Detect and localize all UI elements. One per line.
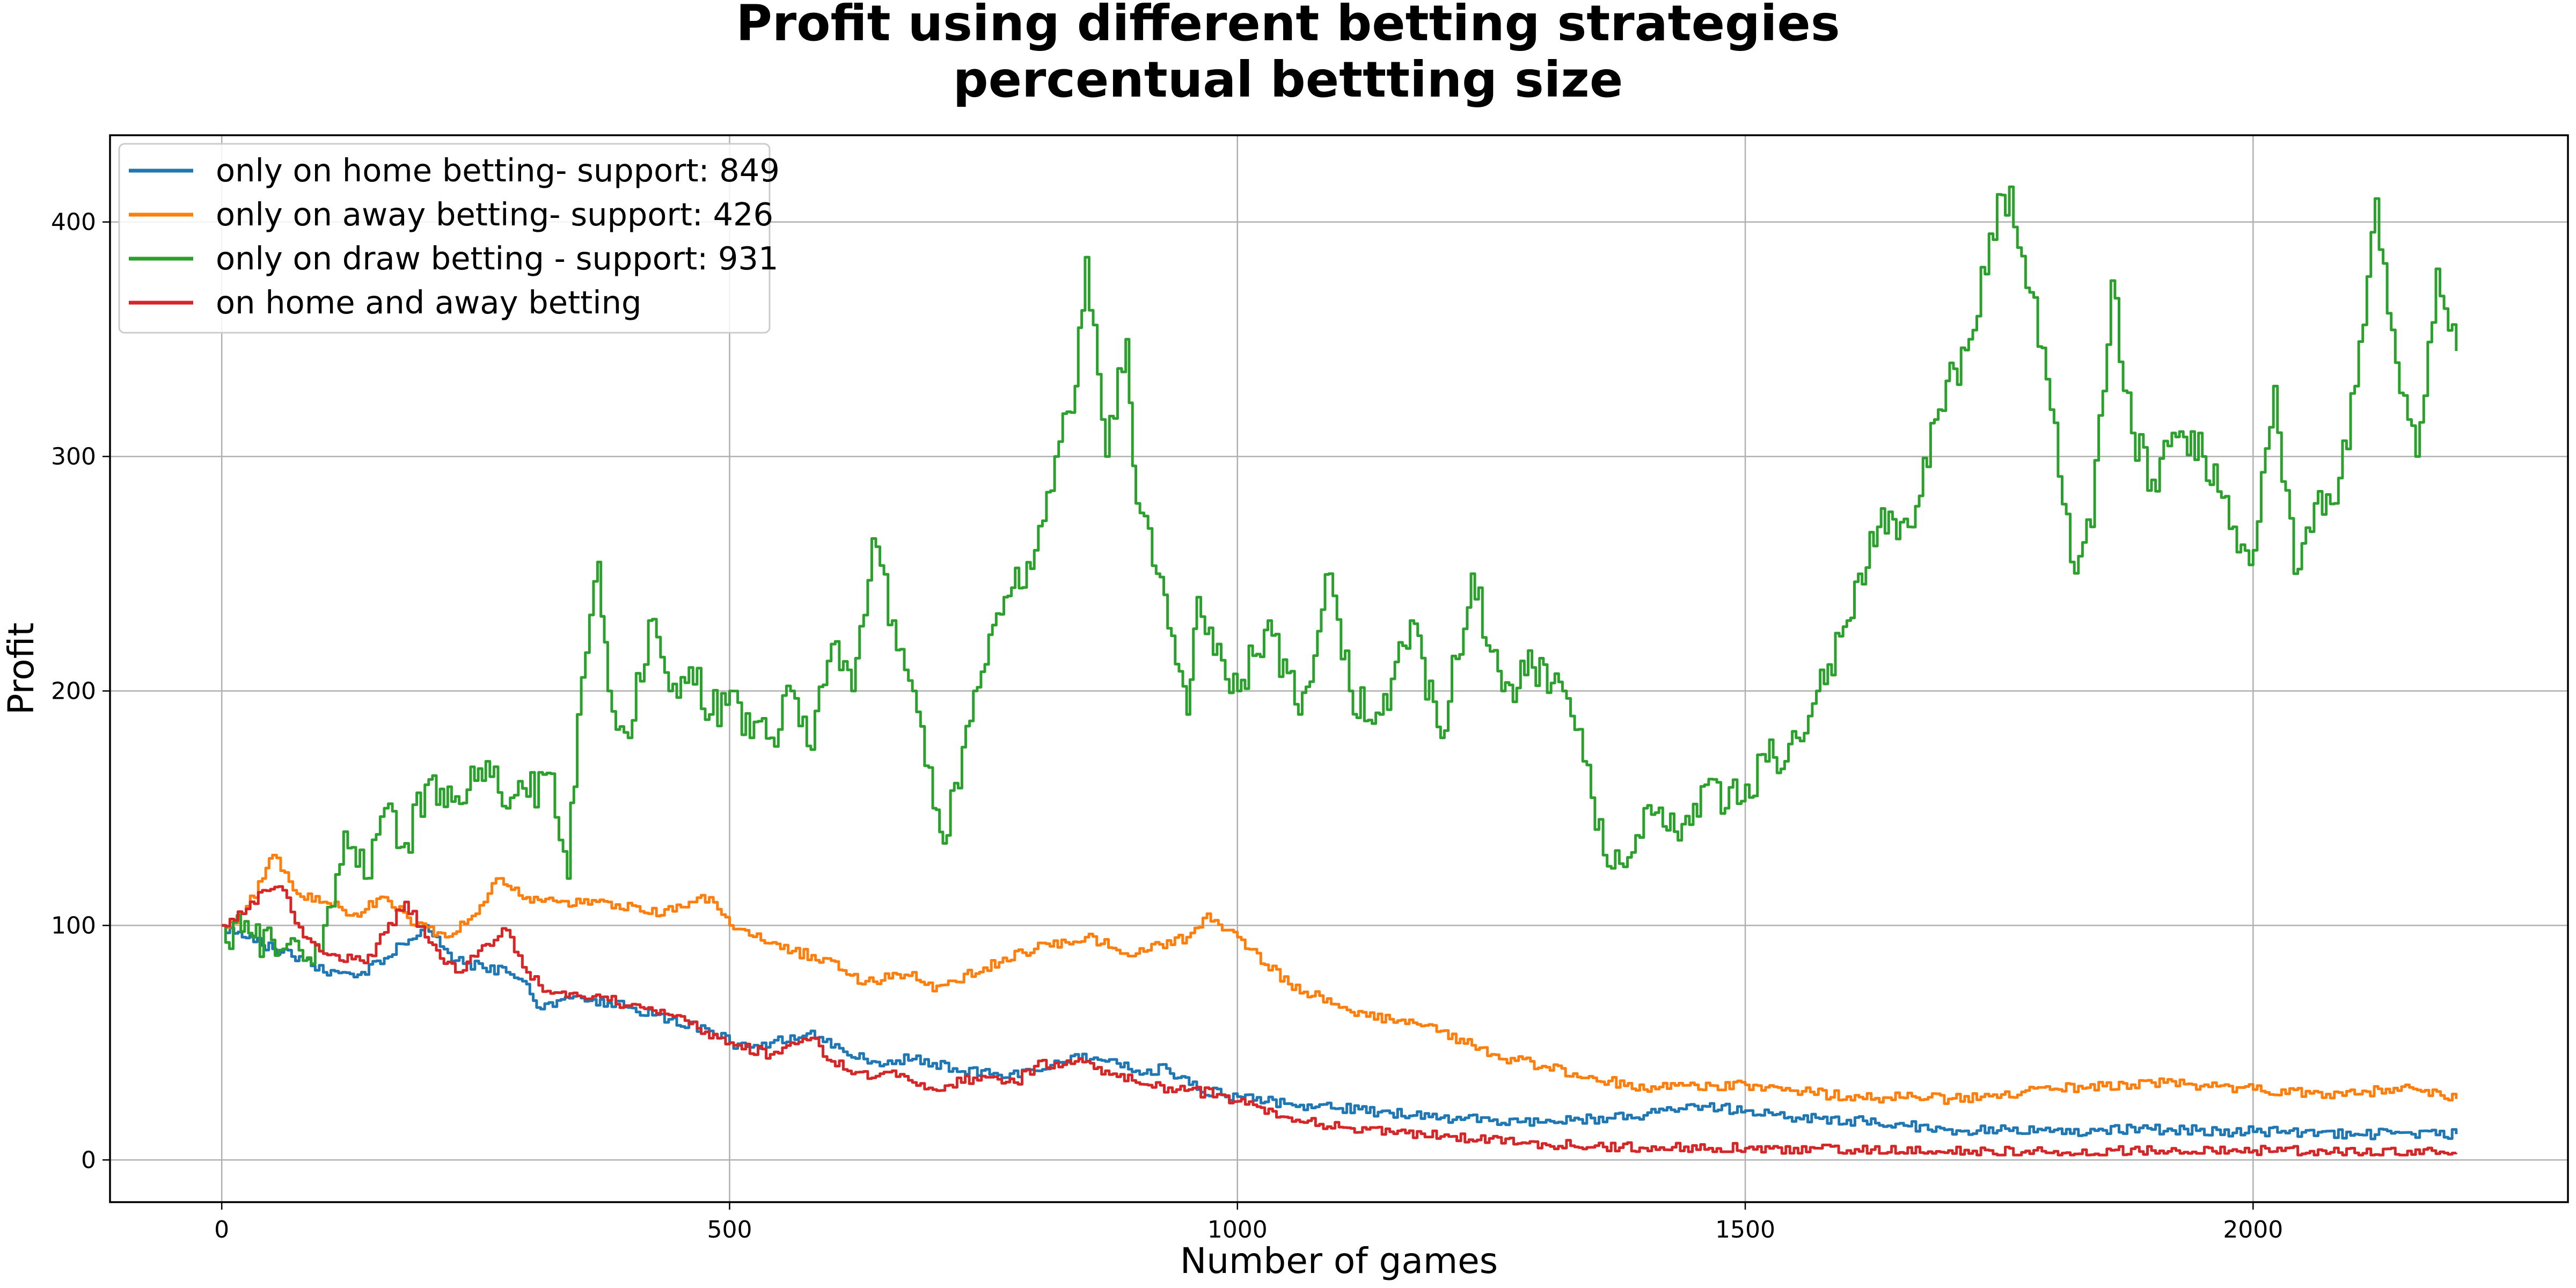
y-axis-ticks: 0 100 200 300 400 [51, 209, 110, 1174]
series-line-3 [222, 185, 2458, 965]
x-tick-label: 2000 [2223, 1216, 2283, 1243]
y-tick-label: 200 [51, 678, 96, 705]
series-line-1 [222, 924, 2458, 1140]
plot-frame [109, 134, 2569, 1203]
x-tick-label: 1000 [1208, 1216, 1268, 1243]
legend-label-2: only on away betting- support: 426 [216, 196, 773, 233]
y-tick-label: 400 [51, 209, 96, 236]
y-tick-label: 300 [51, 443, 96, 471]
legend-box [118, 143, 771, 334]
grid-lines [110, 135, 2568, 1202]
x-tick-label: 0 [214, 1216, 229, 1243]
x-tick-label: 500 [707, 1216, 752, 1243]
x-axis-label: Number of games [1180, 1240, 1498, 1282]
legend-label-4: on home and away betting [216, 284, 642, 321]
series-line-4 [222, 885, 2458, 1157]
legend-label-1: only on home betting- support: 849 [216, 152, 780, 189]
y-tick-label: 0 [81, 1146, 96, 1174]
legend-label-3: only on draw betting - support: 931 [216, 240, 779, 277]
series-line-2 [222, 853, 2458, 1105]
legend: only on home betting- support: 849 only o… [118, 143, 780, 334]
chart-title: Profit using different betting strategie… [736, 0, 1840, 52]
y-tick-label: 100 [51, 912, 96, 939]
x-axis-ticks: 0 500 1000 1500 2000 [214, 1202, 2283, 1243]
y-axis-label: Profit [1, 623, 42, 715]
series-lines [222, 185, 2458, 1157]
chart-subtitle: percentual bettting size [953, 51, 1623, 108]
x-tick-label: 1500 [1715, 1216, 1775, 1243]
